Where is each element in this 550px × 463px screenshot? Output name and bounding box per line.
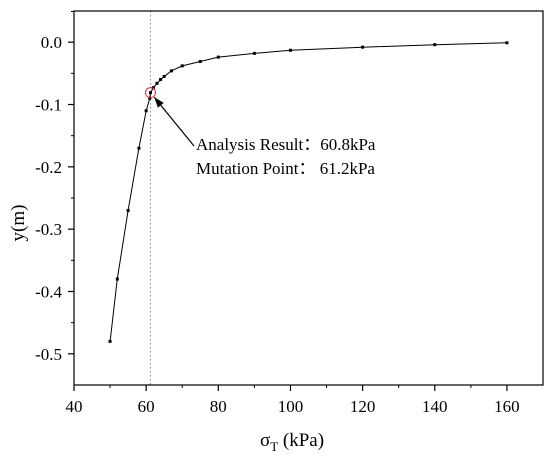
data-point (137, 146, 141, 150)
data-point (108, 339, 112, 343)
plot-frame (73, 10, 544, 386)
x-axis-title: σT (kPa) (260, 430, 324, 454)
data-point (151, 86, 155, 90)
y-tick-label: 0.0 (41, 33, 62, 52)
y-tick-label: -0.5 (35, 345, 62, 364)
data-point (155, 81, 159, 85)
x-tick-label: 140 (422, 397, 448, 416)
y-axis-title: y(m) (8, 205, 29, 242)
data-point (148, 96, 152, 100)
series-line (109, 42, 507, 342)
data-point (148, 91, 152, 95)
data-point (162, 74, 166, 78)
data-point (505, 41, 509, 45)
y-tick-label: -0.2 (35, 158, 62, 177)
x-tick-label: 60 (138, 397, 155, 416)
y-tick-label: -0.3 (35, 220, 62, 239)
data-point (159, 78, 163, 82)
annotation-mutation-point: Mutation Point： 61.2kPa (196, 159, 375, 178)
data-point (252, 51, 256, 55)
x-tick-label: 40 (66, 397, 83, 416)
data-point (144, 109, 148, 113)
mutation-point-marker (144, 87, 156, 99)
y-tick-label: -0.1 (35, 96, 62, 115)
data-point (198, 59, 202, 63)
plot-area (108, 11, 509, 385)
data-point (361, 45, 365, 49)
data-point (288, 48, 292, 52)
x-tick-label: 120 (350, 397, 376, 416)
data-point (126, 208, 130, 212)
annotation-analysis-result: Analysis Result：60.8kPa (196, 135, 376, 154)
x-tick-label: 100 (278, 397, 304, 416)
data-point (169, 69, 173, 73)
data-point (433, 43, 437, 47)
x-tick-label: 160 (494, 397, 520, 416)
y-tick-label: -0.4 (35, 283, 62, 302)
data-point (115, 277, 119, 281)
annotation-arrow-head (154, 97, 164, 108)
x-tick-label: 80 (210, 397, 227, 416)
data-point (180, 64, 184, 68)
axes: 40 60 80 100 120 140 160 0.0 -0.1 -0.2 -0.3 -0.4 -0.… (35, 10, 544, 416)
annotation-arrow-line (153, 96, 195, 147)
data-point (216, 55, 220, 59)
